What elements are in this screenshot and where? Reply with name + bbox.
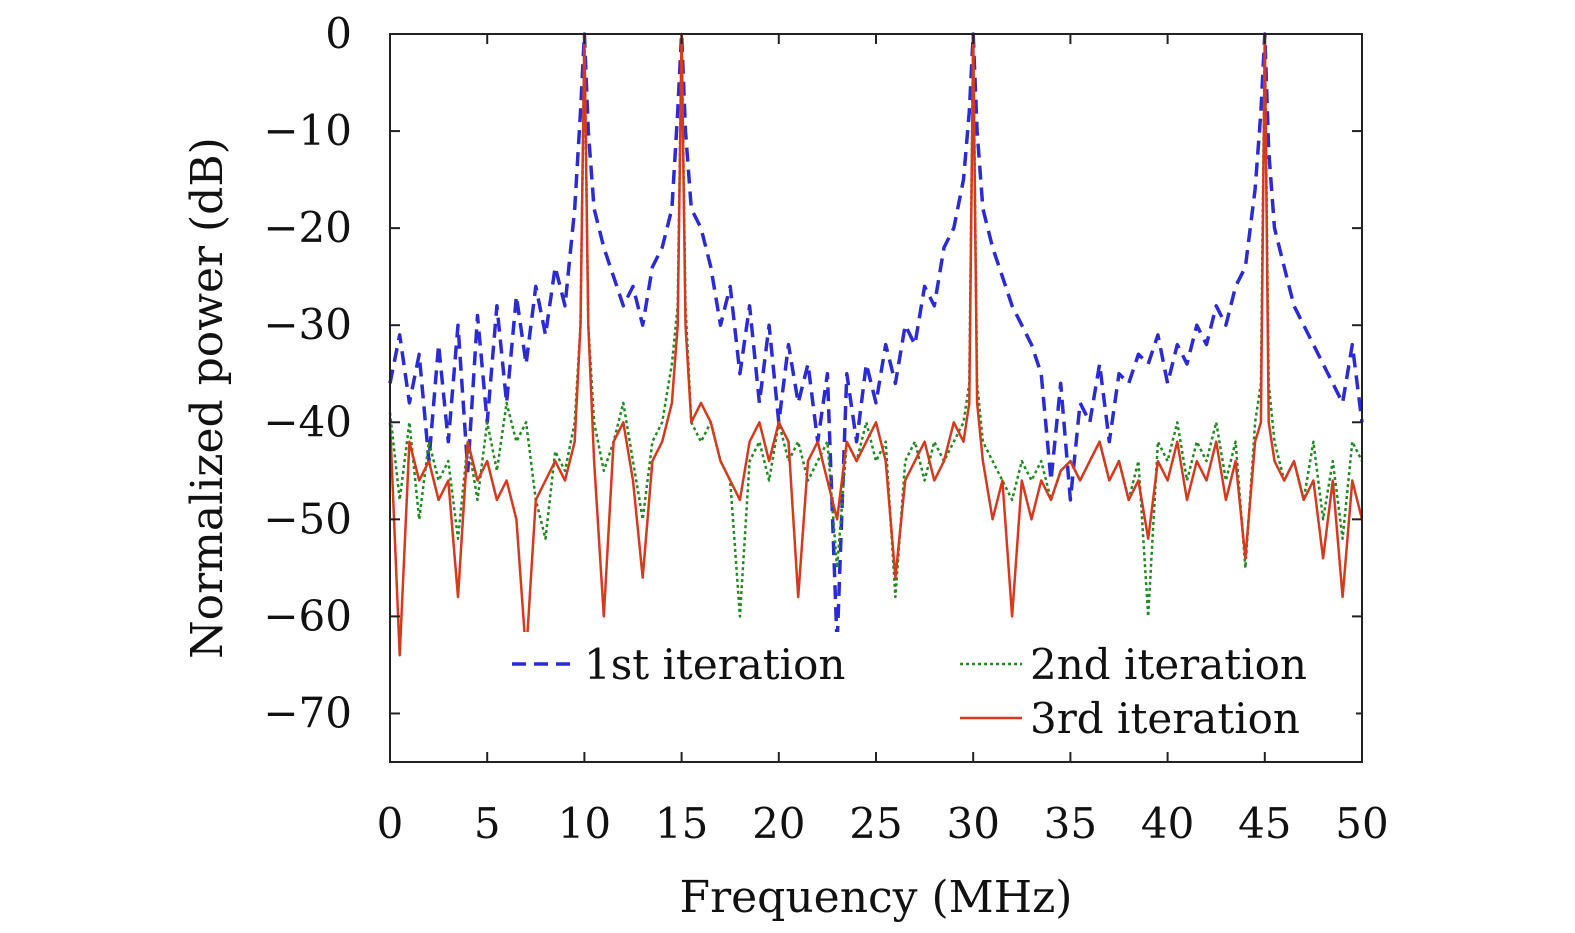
- series-line-1: [388, 32, 1364, 648]
- y-axis-title: Normalized power (dB): [182, 137, 233, 659]
- ticks-layer: 0 5 10 15 20 25 30 35 40 45 50 0 −10 −20 −30 −40 −50 −60 −…: [263, 9, 1388, 848]
- x-tick-label: 5: [474, 799, 501, 848]
- y-tick-label: −60: [263, 591, 352, 640]
- x-tick-label: 10: [558, 799, 611, 848]
- x-axis-title: Frequency (MHz): [680, 872, 1073, 923]
- legend-background: [506, 632, 1356, 750]
- y-tick-label: −20: [263, 203, 352, 252]
- x-tick-label: 40: [1141, 799, 1194, 848]
- x-tick-label: 20: [752, 799, 805, 848]
- legend-label-2: 2nd iteration: [1030, 640, 1307, 689]
- x-tick-label: 35: [1044, 799, 1097, 848]
- x-tick-label: 0: [377, 799, 404, 848]
- x-tick-label: 50: [1335, 799, 1388, 848]
- legend-label-1: 1st iteration: [584, 640, 845, 689]
- x-tick-label: 30: [946, 799, 999, 848]
- x-tick-label: 15: [655, 799, 708, 848]
- series-layer: [388, 32, 1364, 657]
- legend: 1st iteration 2nd iteration 3rd iteration: [506, 632, 1356, 750]
- series-line-2: [388, 32, 1364, 618]
- series-line-3: [388, 32, 1364, 657]
- y-tick-label: −70: [263, 688, 352, 737]
- y-tick-label: 0: [325, 9, 352, 58]
- y-tick-label: −10: [263, 106, 352, 155]
- y-tick-label: −40: [263, 397, 352, 446]
- legend-label-3: 3rd iteration: [1030, 694, 1300, 743]
- x-tick-label: 45: [1238, 799, 1291, 848]
- x-tick-label: 25: [849, 799, 902, 848]
- y-tick-label: −30: [263, 300, 352, 349]
- y-tick-label: −50: [263, 494, 352, 543]
